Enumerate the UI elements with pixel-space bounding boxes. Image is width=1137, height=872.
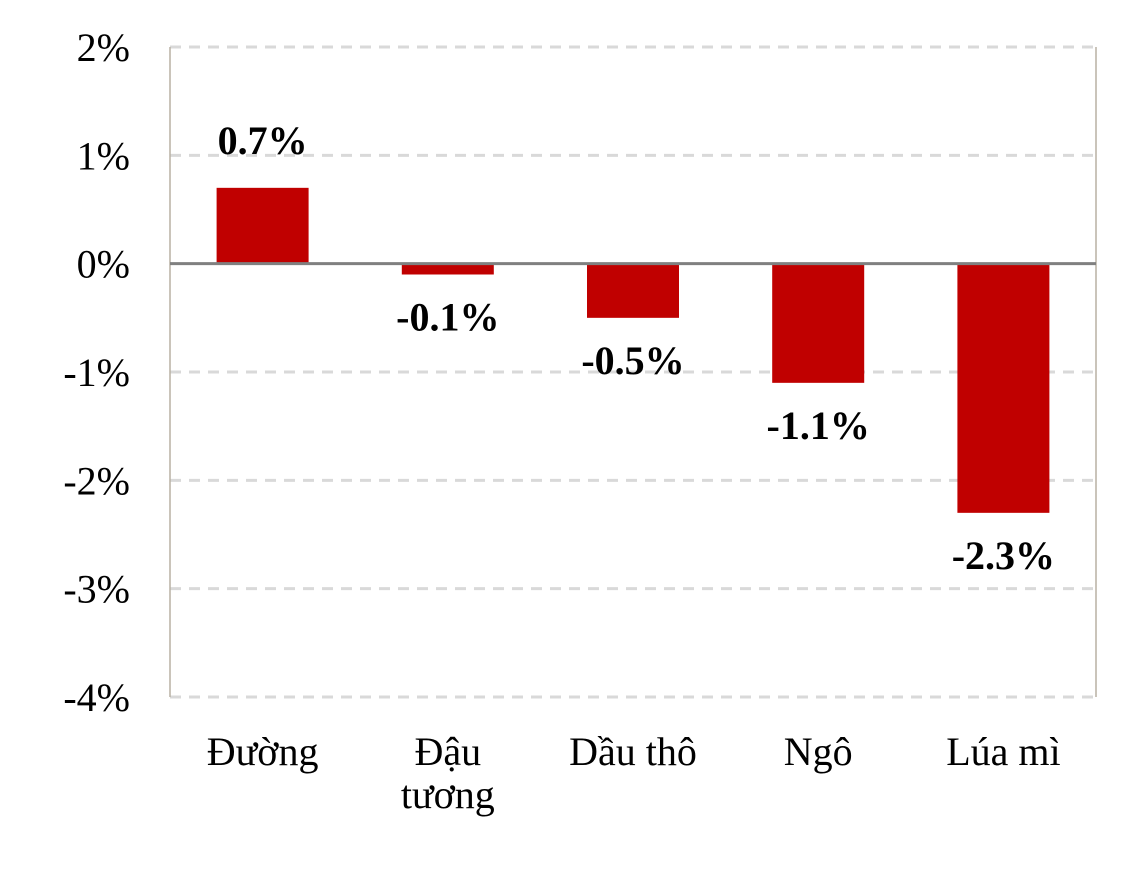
gridlines xyxy=(170,45,1096,699)
y-axis-tick-labels: 2% 1% 0% -1% -2% -3% -4% xyxy=(63,25,130,720)
category-label: tương xyxy=(401,772,495,817)
y-tick-label: -4% xyxy=(63,675,130,720)
data-label: -0.1% xyxy=(396,295,499,340)
data-label: 0.7% xyxy=(218,118,308,163)
plot-frame xyxy=(169,47,1097,697)
bar xyxy=(587,263,679,318)
category-label: Dầu thô xyxy=(569,729,697,774)
data-labels: 0.7% -0.1% -0.5% -1.1% -2.3% xyxy=(218,118,1055,578)
y-tick-label: -1% xyxy=(63,350,130,395)
bar xyxy=(957,263,1050,513)
y-tick-label: 0% xyxy=(77,242,130,287)
data-label: -2.3% xyxy=(952,533,1055,578)
bars xyxy=(216,187,1050,513)
category-label: Đậu xyxy=(414,729,481,774)
category-label: Lúa mì xyxy=(946,729,1060,774)
y-tick-label: 1% xyxy=(77,133,130,178)
data-label: -0.5% xyxy=(581,338,684,383)
category-label: Đường xyxy=(207,729,319,774)
y-tick-label: -2% xyxy=(63,458,130,503)
y-tick-label: 2% xyxy=(77,25,130,70)
category-label: Ngô xyxy=(784,729,853,774)
bar xyxy=(216,187,309,264)
data-label: -1.1% xyxy=(767,403,870,448)
bar xyxy=(401,263,494,275)
bar xyxy=(772,263,865,383)
y-tick-label: -3% xyxy=(63,567,130,612)
